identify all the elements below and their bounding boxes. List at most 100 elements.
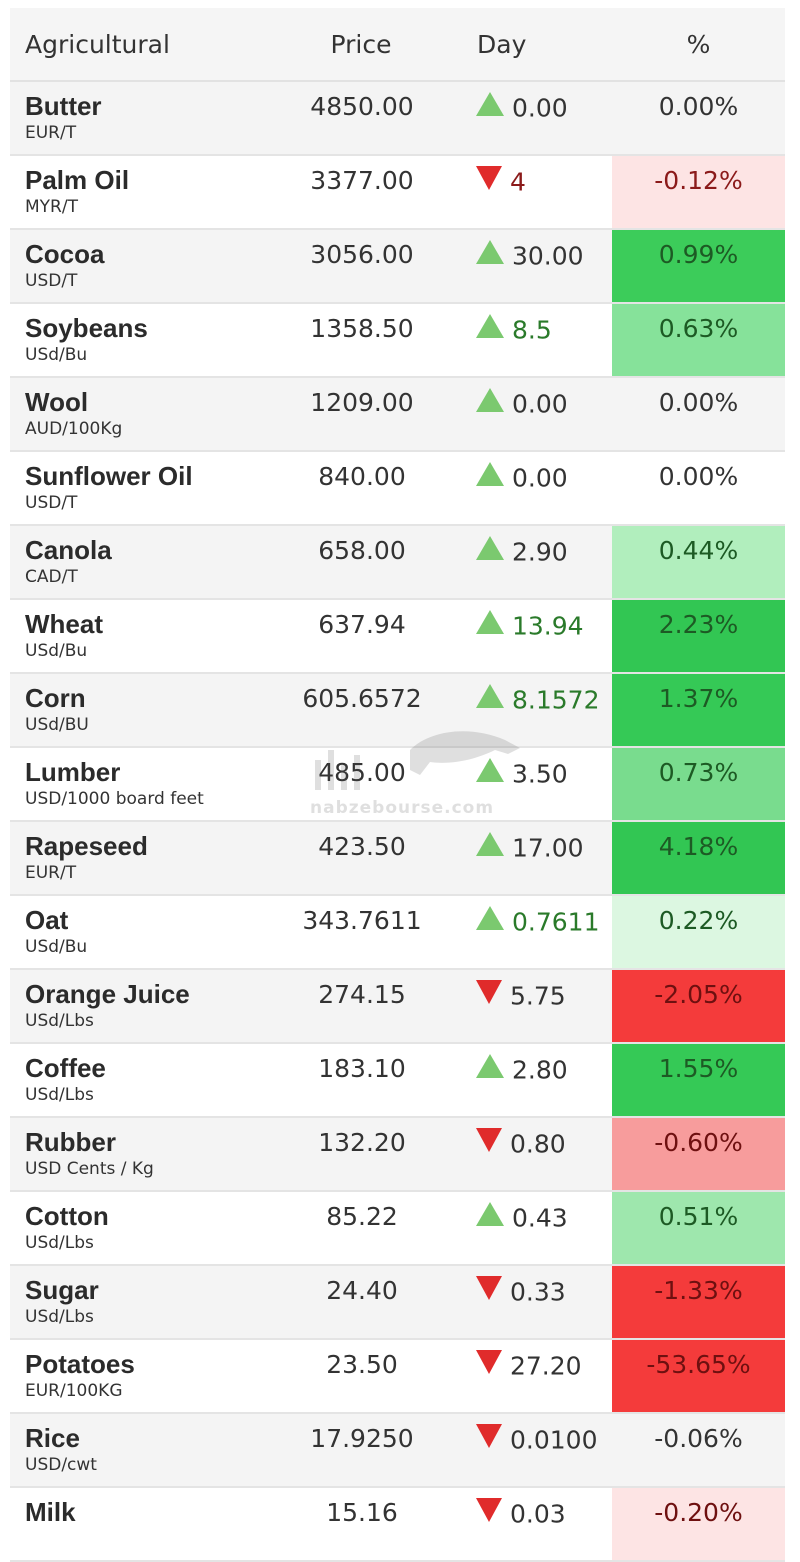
day-change-value: 0.00 [512,93,568,123]
arrow-down-icon [476,1498,502,1522]
header-percent[interactable]: % [686,29,711,59]
day-change-cell: 30.00 [462,230,612,302]
percent-change-cell: 0.63% [612,304,785,376]
day-change-cell: 0.0100 [462,1414,612,1486]
table-row[interactable]: Rice USD/cwt 17.9250 0.0100 -0.06% [10,1414,785,1488]
commodity-name: Coffee [25,1053,106,1083]
day-change-cell: 0.7611 [462,896,612,968]
arrow-down-icon [476,166,502,190]
day-change-cell: 0.00 [462,452,612,524]
commodity-name: Milk [25,1497,76,1527]
table-row[interactable]: Cotton USd/Lbs 85.22 0.43 0.51% [10,1192,785,1266]
commodity-name-cell: Milk [10,1488,262,1560]
table-row[interactable]: Oat USd/Bu 343.7611 0.7611 0.22% [10,896,785,970]
commodity-name-cell: Cotton USd/Lbs [10,1192,262,1264]
header-day[interactable]: Day [477,29,527,59]
commodity-unit: USd/Bu [25,641,88,661]
table-row[interactable]: Orange Juice USd/Lbs 274.15 5.75 -2.05% [10,970,785,1044]
day-change-value: 17.00 [512,833,584,863]
day-change-value: 8.5 [512,315,552,345]
commodity-name-cell: Cocoa USD/T [10,230,262,302]
table-row[interactable]: Rubber USD Cents / Kg 132.20 0.80 -0.60% [10,1118,785,1192]
table-row[interactable]: Lumber USD/1000 board feet 485.00 3.50 0.73% [10,748,785,822]
commodity-name: Oat [25,905,69,935]
table-row[interactable]: Palm Oil MYR/T 3377.00 4 -0.12% [10,156,785,230]
commodity-name-cell: Sugar USd/Lbs [10,1266,262,1338]
day-change-value: 0.80 [510,1129,566,1159]
day-change-value: 0.7611 [512,907,600,937]
commodity-name-cell: Rice USD/cwt [10,1414,262,1486]
table-row[interactable]: Wool AUD/100Kg 1209.00 0.00 0.00% [10,378,785,452]
commodity-name: Wool [25,387,89,417]
arrow-down-icon [476,1424,502,1448]
commodity-name: Rice [25,1423,80,1453]
arrow-down-icon [476,1128,502,1152]
table-row[interactable]: Canola CAD/T 658.00 2.90 0.44% [10,526,785,600]
commodity-unit: USd/Bu [25,937,88,957]
table-row[interactable]: Coffee USd/Lbs 183.10 2.80 1.55% [10,1044,785,1118]
percent-change-cell: 4.18% [612,822,785,894]
commodity-name: Corn [25,683,86,713]
commodity-name-cell: Lumber USD/1000 board feet [10,748,262,820]
price-cell: 605.6572 [302,684,422,713]
commodity-name: Rapeseed [25,831,148,861]
day-change-cell: 0.00 [462,82,612,154]
table-row[interactable]: Soybeans USd/Bu 1358.50 8.5 0.63% [10,304,785,378]
commodity-name-cell: Soybeans USd/Bu [10,304,262,376]
percent-change-cell: 0.00% [658,462,739,491]
price-cell: 17.9250 [310,1424,414,1453]
price-cell: 274.15 [318,980,406,1009]
price-cell: 4850.00 [310,92,414,121]
table-row[interactable]: Milk 15.16 0.03 -0.20% [10,1488,785,1562]
commodity-unit: MYR/T [25,197,78,217]
percent-change-cell: -0.06% [612,1414,785,1486]
commodity-name: Orange Juice [25,979,190,1009]
table-row[interactable]: Potatoes EUR/100KG 23.50 27.20 -53.65% [10,1340,785,1414]
day-change-value: 0.00 [512,389,568,419]
commodity-unit: USd/Lbs [25,1307,94,1327]
table-row[interactable]: Corn USd/BU 605.6572 8.1572 1.37% [10,674,785,748]
table-row[interactable]: Sunflower Oil USD/T 840.00 0.00 0.00% [10,452,785,526]
table-row[interactable]: Butter EUR/T 4850.00 0.00 0.00% [10,82,785,156]
table-row[interactable]: Cocoa USD/T 3056.00 30.00 0.99% [10,230,785,304]
commodity-unit: EUR/T [25,123,77,143]
arrow-up-icon [476,536,504,560]
percent-change-cell: 0.99% [612,230,785,302]
day-change-cell: 4 [462,156,612,228]
day-change-cell: 0.43 [462,1192,612,1264]
day-change-value: 5.75 [510,981,566,1011]
day-change-value: 0.03 [510,1499,566,1529]
day-change-cell: 0.00 [462,378,612,450]
arrow-up-icon [476,388,504,412]
commodity-name-cell: Potatoes EUR/100KG [10,1340,262,1412]
price-cell: 23.50 [326,1350,398,1379]
price-cell: 840.00 [318,462,406,491]
arrow-down-icon [476,1276,502,1300]
header-agricultural[interactable]: Agricultural [25,29,170,59]
table-row[interactable]: Rapeseed EUR/T 423.50 17.00 4.18% [10,822,785,896]
table-body: Butter EUR/T 4850.00 0.00 0.00% Palm Oil MYR/T… [10,82,785,1562]
arrow-up-icon [476,92,504,116]
price-cell: 3377.00 [310,166,414,195]
arrow-up-icon [476,684,504,708]
commodity-name-cell: Orange Juice USd/Lbs [10,970,262,1042]
price-cell: 132.20 [318,1128,406,1157]
price-cell: 3056.00 [310,240,414,269]
percent-change-cell: -53.65% [612,1340,785,1412]
commodity-name: Lumber [25,757,121,787]
header-price[interactable]: Price [330,29,392,59]
commodity-name: Palm Oil [25,165,130,195]
day-change-value: 3.50 [512,759,568,789]
percent-change-cell: 0.73% [612,748,785,820]
percent-change-cell: 1.37% [612,674,785,746]
percent-change-cell: 0.22% [612,896,785,968]
arrow-up-icon [476,610,504,634]
percent-change-cell: 0.51% [612,1192,785,1264]
commodity-name: Butter [25,91,102,121]
price-cell: 183.10 [318,1054,406,1083]
table-row[interactable]: Wheat USd/Bu 637.94 13.94 2.23% [10,600,785,674]
day-change-value: 0.33 [510,1277,566,1307]
day-change-cell: 8.5 [462,304,612,376]
commodity-name: Potatoes [25,1349,135,1379]
table-row[interactable]: Sugar USd/Lbs 24.40 0.33 -1.33% [10,1266,785,1340]
